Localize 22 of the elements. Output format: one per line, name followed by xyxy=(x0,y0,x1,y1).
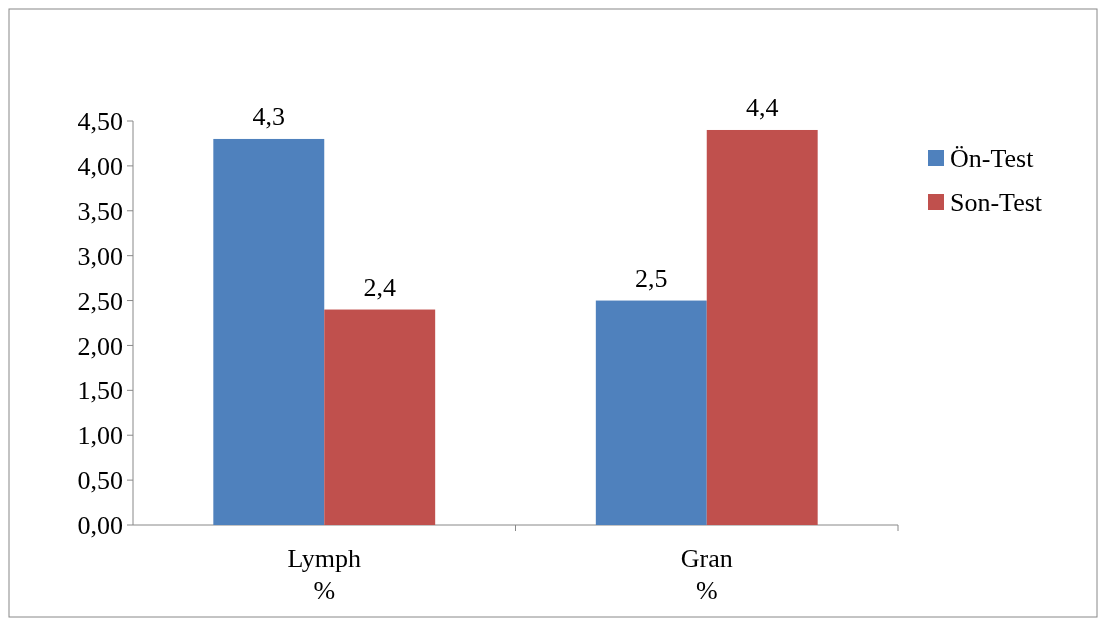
y-tick-label: 1,00 xyxy=(77,421,123,451)
data-label: 2,5 xyxy=(635,263,668,293)
data-label: 2,4 xyxy=(363,272,396,302)
legend-label: Son-Test xyxy=(950,188,1043,218)
legend-label: Ön-Test xyxy=(950,144,1035,174)
y-tick-label: 3,50 xyxy=(77,196,123,226)
y-tick-label: 2,50 xyxy=(77,286,123,316)
data-label: 4,3 xyxy=(252,101,286,131)
y-tick-label: 1,50 xyxy=(77,376,123,406)
y-tick-label: 3,00 xyxy=(77,241,123,271)
bar xyxy=(595,300,707,525)
x-tick-label: Gran % xyxy=(680,544,733,605)
y-tick-label: 0,00 xyxy=(77,511,123,541)
y-tick-label: 4,00 xyxy=(77,151,123,181)
bar xyxy=(213,138,325,525)
data-label: 4,4 xyxy=(745,92,779,122)
y-tick-label: 2,00 xyxy=(77,331,123,361)
bar xyxy=(706,129,818,525)
bar xyxy=(324,309,436,525)
y-tick-label: 0,50 xyxy=(77,466,123,496)
y-tick-label: 4,50 xyxy=(77,107,123,137)
x-tick-label: Lymph % xyxy=(287,544,362,605)
